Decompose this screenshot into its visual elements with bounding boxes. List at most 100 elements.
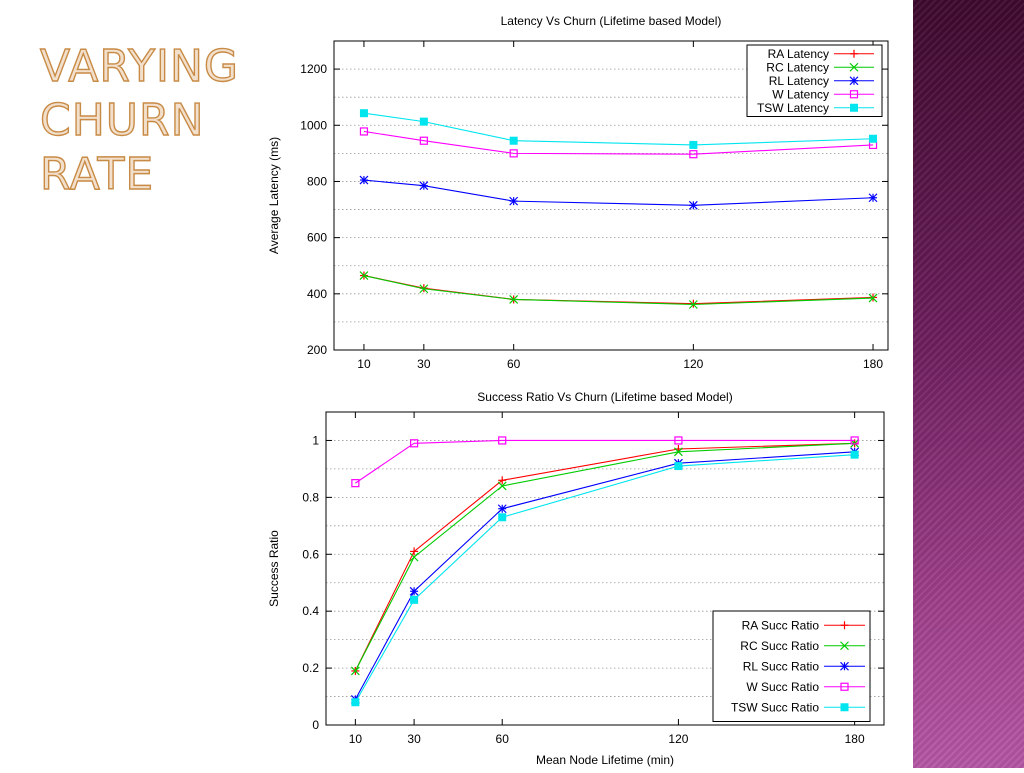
x-tick-label: 120 [668,732,688,746]
y-tick-label: 0.4 [302,604,319,618]
legend-item: RC Latency [766,60,874,74]
data-point [351,479,360,488]
marker-square [359,109,368,118]
x-tick-label: 120 [683,357,703,371]
series-ra-succ-ratio [351,439,859,675]
data-point [840,661,849,671]
data-point [351,698,360,707]
marker-square [419,136,428,145]
legend-label: TSW Latency [757,101,829,115]
data-point [674,462,683,471]
data-point [498,476,507,485]
y-tick-label: 0 [312,718,319,732]
marker-square [850,103,858,112]
series-line [363,112,874,146]
marker-square [850,436,859,445]
legend-label: RL Latency [769,74,829,88]
data-point [689,140,698,149]
legend-label: W Latency [772,87,829,101]
legend: RA Succ Ratio RC Succ Ratio RL Succ Ratio W… [712,610,871,722]
series-rc-succ-ratio [350,438,860,676]
y-tick-label: 1200 [300,62,327,76]
data-point [419,136,428,145]
marker-stroke [359,271,369,280]
y-tick-label: 1 [312,433,319,447]
marker-square [509,136,518,145]
data-point [674,436,683,445]
y-tick-label: 600 [307,231,327,245]
data-point [840,621,849,630]
legend-item: RL Succ Ratio [743,659,865,673]
marker-square [410,595,419,604]
data-point [850,103,858,112]
marker-square [351,698,360,707]
marker-stroke [673,447,683,457]
y-tick-label: 0.2 [302,661,319,675]
series-tsw-succ-ratio [351,450,859,707]
data-point [689,150,698,159]
data-point [868,293,878,303]
series-rl-latency [359,175,878,210]
marker-square [849,90,859,99]
data-point [359,127,369,136]
data-point [673,447,683,457]
series-line [363,130,874,155]
marker-stroke [509,295,519,304]
legend-item: RA Latency [768,47,874,61]
data-point [409,552,419,562]
data-point [419,284,429,294]
data-point [410,595,419,604]
data-point [497,481,507,491]
data-point [419,117,428,126]
data-point [419,181,429,191]
data-point [849,76,859,86]
x-tick-label: 10 [349,732,363,746]
x-tick-label: 30 [407,732,421,746]
series-tsw-latency [359,109,878,149]
marker-square [674,462,683,471]
marker-stroke [849,62,859,72]
legend-label: RC Succ Ratio [740,639,819,653]
data-point [359,175,369,185]
success-ratio-chart-svg: 0 0.2 0.4 0.6 0.8 1 10 30 60 120 180 Success Ratio … [267,390,885,767]
marker-stroke [409,552,419,562]
marker-square [689,140,698,149]
marker-stroke [840,641,849,651]
legend-label: RA Succ Ratio [742,618,820,632]
data-point [850,436,859,445]
data-point [688,300,698,309]
marker-square [869,134,878,143]
marker-square [410,439,419,448]
marker-stroke [497,481,507,491]
legend-item: W Latency [772,87,874,101]
marker-stroke [850,438,860,448]
y-tick-label: 200 [307,343,327,357]
data-point [509,136,518,145]
series-line [355,439,855,484]
data-point [869,134,878,143]
series-rc-latency [359,271,878,309]
legend-label: RA Latency [768,47,829,61]
marker-square [840,682,849,691]
y-axis-label: Average Latency (ms) [267,137,281,254]
series-line [363,179,874,206]
y-tick-label: 0.6 [302,547,319,561]
data-point [509,196,519,206]
latency-chart: 200 400 600 800 1000 1200 10 30 60 120 180 Latency … [262,6,902,378]
data-point [359,271,369,280]
slide-title-line: CHURN [39,94,205,146]
legend-label: RL Succ Ratio [743,659,820,673]
data-point [840,641,849,651]
data-point [410,439,419,448]
marker-stroke [419,284,429,294]
decorative-side-bar [913,0,1024,768]
legend-item: W Succ Ratio [746,680,865,694]
legend-item: TSW Succ Ratio [731,700,865,714]
data-point [850,49,858,58]
x-tick-label: 30 [417,357,431,371]
data-point [498,436,507,445]
marker-stroke [688,300,698,309]
data-point [840,703,849,712]
data-point [509,295,519,304]
